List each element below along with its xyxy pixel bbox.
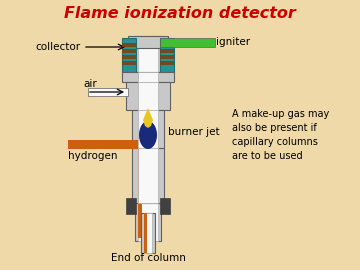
Bar <box>138 36 158 241</box>
Bar <box>122 43 136 47</box>
Bar <box>128 36 168 48</box>
Bar <box>160 55 174 59</box>
Text: hydrogen: hydrogen <box>68 151 117 161</box>
Text: igniter: igniter <box>216 37 250 47</box>
Bar <box>138 110 158 148</box>
Bar <box>122 72 174 82</box>
Bar <box>68 140 138 149</box>
Bar <box>138 72 158 82</box>
Text: collector: collector <box>35 42 80 52</box>
Text: A make-up gas may
also be present if
capillary columns
are to be used: A make-up gas may also be present if cap… <box>232 109 329 161</box>
Bar <box>122 49 136 53</box>
Bar <box>138 82 158 110</box>
Bar <box>122 38 136 73</box>
Bar <box>144 213 152 253</box>
Bar <box>135 36 161 241</box>
Bar <box>138 148 158 203</box>
Bar <box>160 61 174 65</box>
Bar <box>88 88 128 96</box>
Text: End of column: End of column <box>111 253 185 263</box>
Ellipse shape <box>139 121 157 149</box>
Bar <box>160 38 215 47</box>
Bar <box>160 198 170 214</box>
Bar <box>138 148 142 238</box>
Polygon shape <box>143 108 153 128</box>
Bar <box>160 38 174 73</box>
Bar <box>132 148 164 203</box>
Bar <box>122 55 136 59</box>
Bar <box>144 213 147 253</box>
Bar <box>132 110 164 148</box>
Bar <box>126 198 136 214</box>
Bar <box>122 61 136 65</box>
Text: Flame ionization detector: Flame ionization detector <box>64 6 296 22</box>
Text: air: air <box>83 79 97 89</box>
Bar <box>160 49 174 53</box>
Bar <box>160 43 174 47</box>
Bar <box>141 213 155 253</box>
Text: burner jet: burner jet <box>168 127 220 137</box>
Bar <box>126 82 170 110</box>
